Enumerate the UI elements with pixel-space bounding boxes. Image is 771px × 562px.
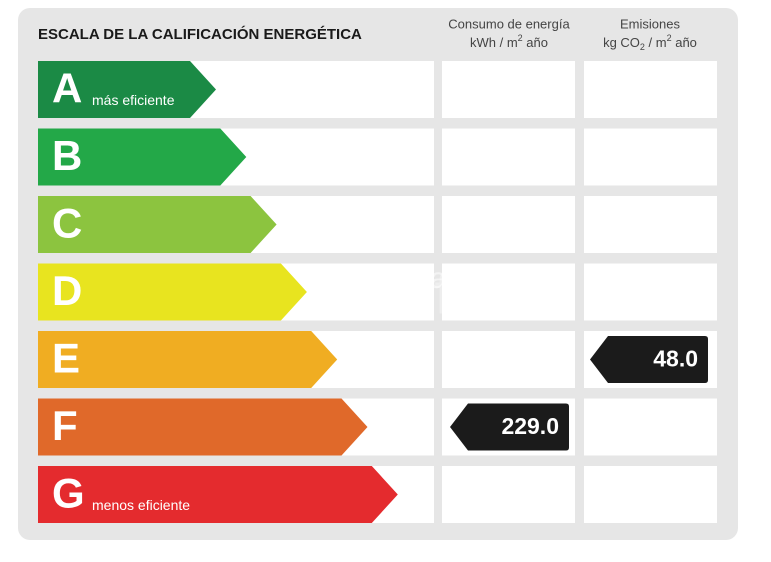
unit-sub: 2 (640, 42, 645, 52)
emissions-cell (584, 466, 717, 523)
rating-letter: F (52, 402, 78, 449)
rating-letter: C (52, 200, 82, 247)
rating-letter: G (52, 470, 85, 517)
unit-text: año (523, 35, 548, 50)
unit-text: kg CO (603, 35, 640, 50)
rating-arrow (38, 196, 277, 253)
rating-label: más eficiente (92, 92, 175, 108)
consumption-cell (442, 61, 575, 118)
rating-arrow (38, 61, 216, 118)
title: ESCALA DE LA CALIFICACIÓN ENERGÉTICA (38, 25, 362, 43)
emissions-value: 48.0 (653, 346, 698, 372)
rating-label: menos eficiente (92, 497, 190, 513)
consumption-cell (442, 466, 575, 523)
consumption-header: Consumo de energía (448, 16, 570, 31)
emissions-cell (584, 128, 717, 186)
rating-arrow (38, 331, 338, 388)
watermark-brand: habitaclia (320, 262, 447, 295)
emissions-indicator (590, 336, 708, 383)
emissions-cell (584, 196, 717, 253)
unit-text: año (672, 35, 697, 50)
emissions-header: Emisiones (620, 16, 680, 31)
rating-arrow (38, 398, 368, 456)
unit-sup: 2 (518, 33, 523, 43)
rating-letter: E (52, 335, 80, 382)
rating-arrow (38, 263, 307, 321)
watermark-logo: comfi. (315, 261, 486, 326)
unit-sup: 2 (667, 33, 672, 43)
emissions-cell (584, 263, 717, 321)
rating-letter: B (52, 132, 82, 179)
emissions-cell (584, 61, 717, 118)
consumption-cell (442, 331, 575, 388)
rating-letter: A (52, 65, 82, 112)
consumption-cell (442, 128, 575, 186)
consumption-unit: kWh / m2 año (470, 33, 548, 50)
rating-arrow (38, 466, 398, 523)
unit-text: kWh / m (470, 35, 518, 50)
unit-text: / m (645, 35, 667, 50)
consumption-indicator (450, 403, 569, 451)
consumption-cell (442, 263, 575, 321)
emissions-cell (584, 398, 717, 456)
emissions-unit: kg CO2 / m2 año (603, 33, 697, 52)
consumption-cell (442, 196, 575, 253)
rating-arrow (38, 128, 247, 186)
rating-letter: D (52, 267, 82, 314)
consumption-value: 229.0 (501, 413, 559, 439)
